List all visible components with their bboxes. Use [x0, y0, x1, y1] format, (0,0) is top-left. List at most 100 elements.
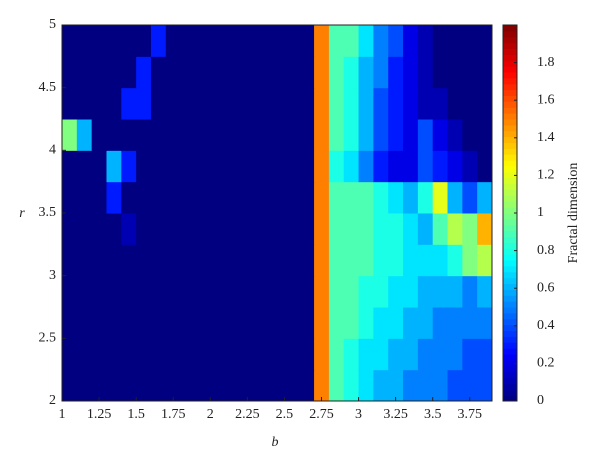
heatmap-cell	[388, 181, 404, 214]
heatmap-cell	[388, 369, 404, 402]
colorbar-swatch	[503, 207, 517, 214]
heatmap-cell	[121, 369, 137, 402]
colorbar-swatch	[503, 283, 517, 290]
x-tick-label: 1.25	[87, 407, 112, 422]
heatmap-cell	[269, 25, 285, 57]
heatmap-cell	[358, 181, 374, 214]
heatmap-cell	[314, 150, 330, 183]
heatmap-cell	[91, 56, 107, 89]
heatmap-cell	[195, 275, 211, 308]
heatmap-cell	[91, 181, 107, 214]
heatmap-cell	[150, 213, 167, 245]
y-tick-label: 3.5	[39, 205, 57, 220]
heatmap-cell	[358, 307, 374, 339]
heatmap-cell	[314, 87, 330, 120]
heatmap-cell	[62, 213, 78, 245]
heatmap-cell	[165, 87, 182, 120]
heatmap-cell	[373, 338, 389, 371]
heatmap-cell	[358, 338, 374, 371]
heatmap-cell	[299, 369, 315, 402]
heatmap-cell	[447, 150, 463, 183]
heatmap-cell	[76, 213, 93, 245]
colorbar-tick-label: 0.4	[537, 318, 555, 333]
heatmap-cell	[299, 338, 315, 371]
heatmap-cell	[432, 25, 449, 57]
heatmap-cell	[210, 369, 226, 402]
heatmap-cell	[477, 307, 493, 339]
heatmap-cell	[269, 119, 285, 151]
colorbar-swatch	[503, 377, 517, 384]
heatmap-cell	[225, 213, 241, 245]
heatmap-cell	[195, 56, 211, 89]
heatmap-cell	[150, 244, 167, 277]
heatmap-cell	[373, 25, 389, 57]
heatmap-cell	[180, 338, 196, 371]
heatmap-cell	[225, 338, 241, 371]
colorbar-swatch	[503, 271, 517, 279]
colorbar-swatch	[503, 213, 517, 220]
heatmap-cell	[373, 213, 389, 245]
colorbar-swatch	[503, 25, 517, 32]
heatmap-cell	[254, 244, 271, 277]
heatmap-cell	[165, 25, 182, 57]
heatmap-cell	[373, 307, 389, 339]
heatmap-cell	[477, 119, 493, 151]
heatmap-cell	[254, 213, 271, 245]
heatmap-cell	[239, 181, 256, 214]
colorbar-swatch	[503, 342, 517, 349]
heatmap-cell	[462, 244, 478, 277]
heatmap-cell	[403, 119, 419, 151]
heatmap-cell	[150, 25, 167, 57]
heatmap-cell	[358, 150, 374, 183]
heatmap-cell	[358, 275, 374, 308]
heatmap-cell	[106, 119, 122, 151]
heatmap-cell	[314, 338, 330, 371]
colorbar-swatch	[503, 36, 517, 44]
heatmap-cell	[328, 275, 345, 308]
heatmap-cell	[91, 369, 107, 402]
heatmap-cell	[477, 338, 493, 371]
heatmap-cell	[225, 119, 241, 151]
heatmap-cell	[165, 338, 182, 371]
heatmap-cell	[91, 213, 107, 245]
heatmap-cell	[210, 307, 226, 339]
colorbar-swatch	[503, 60, 517, 67]
heatmap-cell	[254, 307, 271, 339]
colorbar-swatch	[503, 218, 517, 226]
heatmap-cell	[62, 56, 78, 89]
heatmap-cell	[210, 181, 226, 214]
heatmap-cell	[447, 338, 463, 371]
heatmap-cell	[358, 25, 374, 57]
heatmap-cell	[358, 119, 374, 151]
heatmap-cell	[284, 275, 300, 308]
colorbar-tick-label: 1.6	[537, 92, 555, 107]
heatmap-cell	[477, 213, 493, 245]
heatmap-cell	[462, 181, 478, 214]
heatmap-cell	[180, 25, 196, 57]
colorbar-swatch	[503, 365, 517, 373]
x-tick-label: 2.5	[276, 407, 294, 422]
heatmap-cell	[447, 369, 463, 402]
heatmap-cell	[299, 150, 315, 183]
colorbar-swatch	[503, 389, 517, 396]
heatmap-cell	[106, 275, 122, 308]
heatmap-cell	[403, 25, 419, 57]
colorbar-swatch	[503, 101, 517, 108]
heatmap-cell	[432, 369, 449, 402]
y-axis-label: r	[19, 206, 25, 221]
heatmap-cell	[106, 307, 122, 339]
colorbar-swatch	[503, 195, 517, 202]
heatmap-cell	[343, 56, 360, 89]
heatmap-cell	[136, 181, 152, 214]
heatmap-cell	[403, 56, 419, 89]
heatmap-cell	[210, 213, 226, 245]
heatmap-cell	[299, 213, 315, 245]
heatmap-cell	[314, 307, 330, 339]
colorbar-swatch	[503, 383, 517, 390]
heatmap-cell	[225, 369, 241, 402]
x-tick-label: 1.75	[161, 407, 186, 422]
heatmap-cell	[165, 244, 182, 277]
heatmap-cell	[121, 150, 137, 183]
heatmap-cell	[477, 56, 493, 89]
heatmap-cell	[76, 244, 93, 277]
